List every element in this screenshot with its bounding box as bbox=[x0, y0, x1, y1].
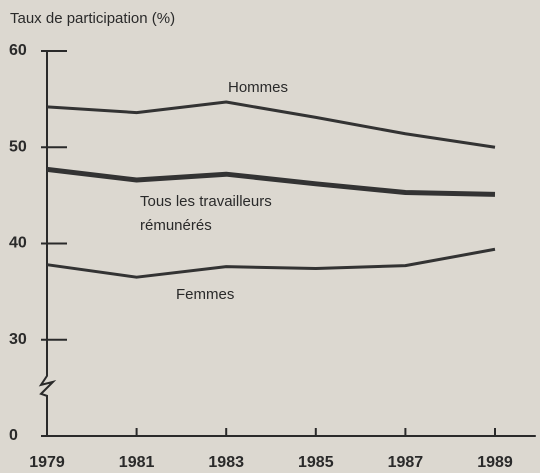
series-label: Femmes bbox=[176, 286, 234, 303]
series-label: Tous les travailleurs bbox=[140, 193, 272, 210]
x-tick-label: 1989 bbox=[477, 454, 513, 471]
y-tick-label: 0 bbox=[9, 427, 18, 444]
series-label: Hommes bbox=[228, 79, 288, 96]
chart-title: Taux de participation (%) bbox=[10, 10, 175, 27]
y-axis bbox=[38, 51, 57, 436]
series-label: rémunérés bbox=[140, 217, 212, 234]
x-tick-label: 1981 bbox=[119, 454, 155, 471]
y-tick-label: 40 bbox=[9, 235, 27, 252]
y-tick-label: 30 bbox=[9, 331, 27, 348]
y-tick-label: 60 bbox=[9, 42, 27, 59]
line bbox=[46, 166, 496, 197]
x-tick-label: 1985 bbox=[298, 454, 334, 471]
x-tick-label: 1987 bbox=[388, 454, 424, 471]
y-tick-label: 50 bbox=[9, 138, 27, 155]
x-tick-label: 1983 bbox=[208, 454, 244, 471]
x-tick-label: 1979 bbox=[29, 454, 65, 471]
line bbox=[46, 100, 496, 149]
line bbox=[46, 247, 496, 279]
